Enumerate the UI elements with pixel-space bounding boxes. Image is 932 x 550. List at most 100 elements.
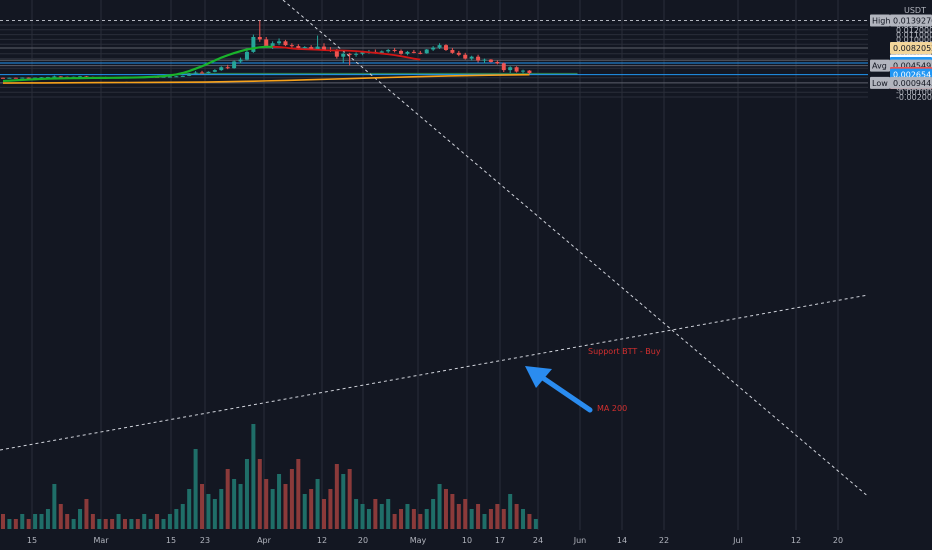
volume-bar xyxy=(443,489,448,529)
volume-bar xyxy=(495,504,500,529)
volume-bar xyxy=(373,499,378,529)
descending-trendline xyxy=(282,0,891,516)
time-tick-label: 22 xyxy=(659,536,669,545)
volume-bar xyxy=(527,514,532,529)
candle-body xyxy=(7,77,12,79)
candle-body xyxy=(78,76,83,78)
price-tag-label: Low xyxy=(872,79,888,88)
candle-body xyxy=(302,47,307,49)
candle-body xyxy=(360,52,365,54)
candle-body xyxy=(13,77,18,79)
arrow-shaft xyxy=(537,373,593,413)
price-tags: High0.01392760.00820520.00564900.0050828… xyxy=(870,14,932,90)
volume-bar xyxy=(354,499,359,529)
candle-body xyxy=(244,51,249,60)
candle-body xyxy=(289,45,294,47)
volume-bar xyxy=(309,489,314,529)
candle-body xyxy=(399,50,404,54)
volume-bar xyxy=(508,494,513,529)
candle-body xyxy=(463,54,468,59)
candle-body xyxy=(488,59,493,62)
volume-bar xyxy=(52,484,57,529)
candle-body xyxy=(424,49,429,54)
candle-body xyxy=(232,61,237,69)
candle-body xyxy=(508,67,513,71)
volume-bar xyxy=(97,519,102,529)
volume-bar xyxy=(437,484,442,529)
volume-bar xyxy=(155,514,160,529)
time-tick-label: 20 xyxy=(833,536,843,545)
ma-green-line xyxy=(2,45,273,83)
volume-bar xyxy=(488,509,493,529)
volume-bar xyxy=(129,519,134,529)
candle-body xyxy=(251,37,256,52)
volume-bar xyxy=(116,514,121,529)
time-tick-label: Jun xyxy=(573,536,587,545)
time-tick-label: 12 xyxy=(791,536,801,545)
trend-lines xyxy=(0,0,891,516)
price-tick-label: -0.0020000 xyxy=(896,93,932,102)
price-tag-label-bg xyxy=(870,14,890,27)
volume-bar xyxy=(533,519,538,529)
candle-body xyxy=(225,67,230,69)
volume-bar xyxy=(187,489,192,529)
candle-body xyxy=(450,49,455,53)
arrow-head xyxy=(525,366,552,388)
candle-body xyxy=(527,70,532,74)
volume-bar xyxy=(469,509,474,529)
price-tick-label: 0.0100000 xyxy=(896,35,932,44)
volume-bar xyxy=(26,519,31,529)
volume-bar xyxy=(219,489,224,529)
volume-bar xyxy=(283,484,288,529)
volume-bar xyxy=(244,459,249,529)
volume-bar xyxy=(7,519,12,529)
volume-bar xyxy=(302,494,307,529)
volume-bar xyxy=(13,519,18,529)
volume-bar xyxy=(212,499,217,529)
candle-body xyxy=(411,51,416,53)
candle-body xyxy=(58,76,63,78)
volume-bar xyxy=(161,519,166,529)
volume-bar xyxy=(206,494,211,529)
candle-body xyxy=(52,76,57,78)
volume-bar xyxy=(167,514,172,529)
volume-bar xyxy=(257,459,262,529)
candle-body xyxy=(431,47,436,50)
volume-bar xyxy=(379,504,384,529)
candle-body xyxy=(469,56,474,59)
volume-bar xyxy=(399,509,404,529)
candle-body xyxy=(482,59,487,61)
price-tag-bg xyxy=(890,42,932,55)
volume-bar xyxy=(514,504,519,529)
price-tag-label: High xyxy=(872,17,890,26)
volume-bar xyxy=(482,514,487,529)
candle-body xyxy=(501,63,506,71)
time-tick-label: 12 xyxy=(317,536,327,545)
volume-bar xyxy=(78,509,83,529)
volume-bar xyxy=(58,504,63,529)
ascending-trendline xyxy=(0,294,869,451)
volume-bars xyxy=(1,424,538,529)
volume-bar xyxy=(33,514,38,529)
candle-body xyxy=(277,41,282,44)
time-axis-bg xyxy=(0,530,932,550)
volume-bar xyxy=(103,519,108,529)
candle-body xyxy=(45,77,50,79)
candle-body xyxy=(283,41,288,46)
volume-bar xyxy=(289,469,294,529)
candle-body xyxy=(20,77,25,79)
volume-bar xyxy=(193,449,198,529)
price-tag-label: Avg xyxy=(872,62,887,71)
volume-bar xyxy=(45,509,50,529)
candle-body xyxy=(206,71,211,73)
candle-body xyxy=(270,43,275,48)
ma-red-line xyxy=(272,45,421,61)
volume-bar xyxy=(110,519,115,529)
price-tag-bg xyxy=(890,76,932,89)
volume-bar xyxy=(341,474,346,529)
time-tick-label: May xyxy=(410,536,427,545)
volume-bar xyxy=(418,514,423,529)
volume-bar xyxy=(122,519,127,529)
